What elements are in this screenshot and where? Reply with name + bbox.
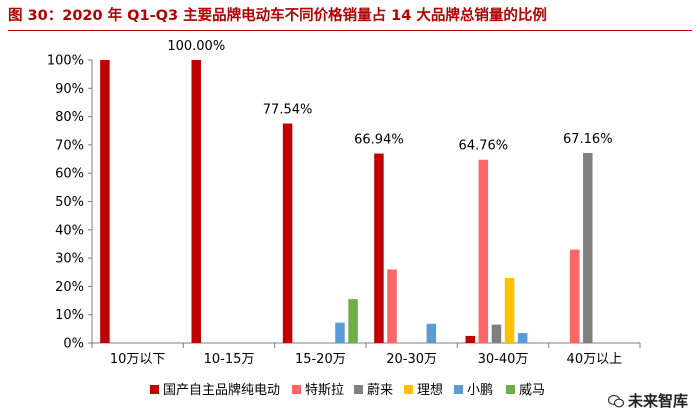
y-tick-label: 100% xyxy=(47,54,84,69)
legend-label: 国产自主品牌纯电动 xyxy=(163,382,280,398)
bar xyxy=(100,60,110,343)
data-label: 67.16% xyxy=(563,132,613,147)
y-tick-label: 10% xyxy=(55,308,84,323)
legend-label: 特斯拉 xyxy=(305,383,344,398)
bar xyxy=(491,324,502,343)
data-label: 64.76% xyxy=(459,139,509,154)
bar xyxy=(583,152,593,343)
x-tick-label: 10-15万 xyxy=(204,352,255,367)
bar xyxy=(517,333,528,343)
data-label: 100.00% xyxy=(167,39,225,54)
x-tick-label: 30-40万 xyxy=(478,352,529,367)
y-tick-label: 70% xyxy=(55,138,84,153)
legend-swatch xyxy=(354,385,363,394)
bar xyxy=(387,269,397,343)
wechat-icon xyxy=(607,394,624,407)
legend-swatch xyxy=(404,385,413,394)
data-label: 66.94% xyxy=(354,133,404,148)
title-divider xyxy=(8,30,692,31)
y-tick-label: 90% xyxy=(55,82,84,97)
bar xyxy=(374,153,384,343)
bar xyxy=(191,60,201,343)
legend-swatch xyxy=(506,385,515,394)
y-tick-label: 20% xyxy=(55,280,84,295)
watermark-text: 未来智库 xyxy=(627,392,688,410)
watermark: 未来智库 xyxy=(607,390,688,411)
chart-title: 图 30：2020 年 Q1-Q3 主要品牌电动车不同价格销量占 14 大品牌总… xyxy=(8,8,547,24)
bar xyxy=(335,322,345,343)
legend-label: 威马 xyxy=(519,383,545,398)
data-label: 77.54% xyxy=(263,103,313,118)
legend-label: 蔚来 xyxy=(367,383,393,398)
bar xyxy=(478,159,489,343)
y-tick-label: 50% xyxy=(55,195,84,210)
y-tick-label: 40% xyxy=(55,223,84,238)
bar xyxy=(348,299,358,343)
y-tick-label: 80% xyxy=(55,110,84,125)
legend-swatch xyxy=(292,385,301,394)
y-tick-label: 30% xyxy=(55,252,84,267)
x-tick-label: 40万以上 xyxy=(567,352,623,367)
x-tick-label: 10万以下 xyxy=(110,352,166,367)
bar xyxy=(569,249,580,343)
legend-swatch xyxy=(150,385,159,394)
legend-label: 理想 xyxy=(417,382,443,398)
y-tick-label: 0% xyxy=(63,337,84,352)
bar xyxy=(465,335,475,343)
x-tick-label: 15-20万 xyxy=(295,352,346,367)
legend-label: 小鹏 xyxy=(467,383,493,398)
y-tick-label: 60% xyxy=(55,167,84,182)
legend-swatch xyxy=(454,385,463,394)
bar xyxy=(282,123,293,343)
bar xyxy=(504,277,515,343)
bar xyxy=(426,323,437,343)
x-tick-label: 20-30万 xyxy=(386,352,437,367)
